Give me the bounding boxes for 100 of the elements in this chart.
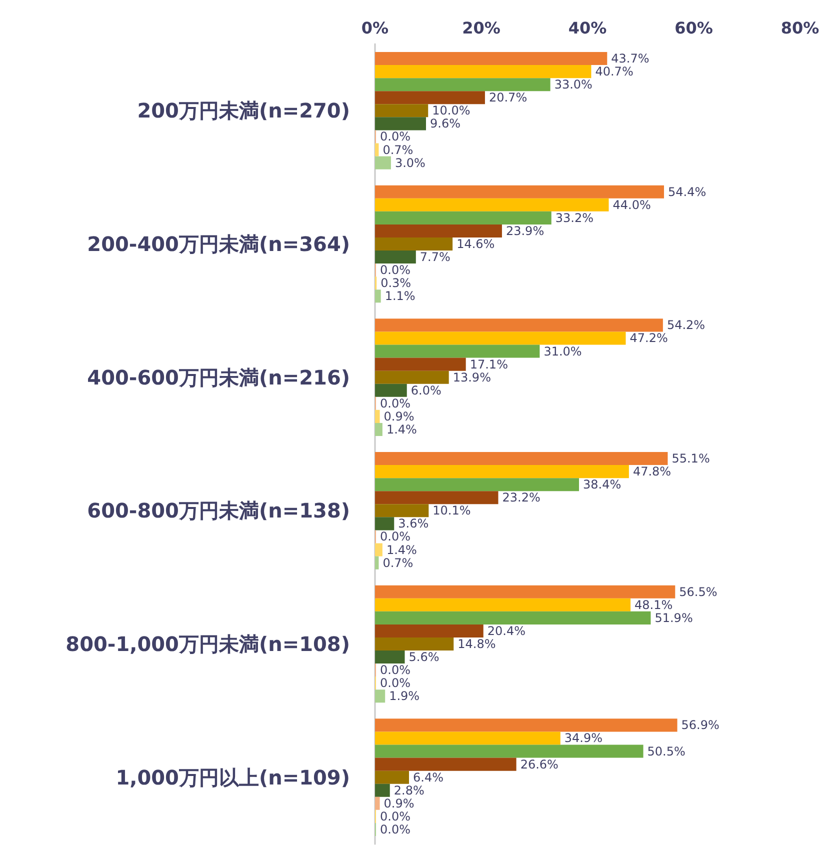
y-tick-label: 600-800万円未満(n=138) bbox=[87, 498, 350, 523]
y-tick-label: 200-400万円未満(n=364) bbox=[87, 232, 350, 256]
bar bbox=[375, 198, 609, 212]
data-label: 17.1% bbox=[470, 357, 508, 372]
data-label: 47.8% bbox=[632, 464, 672, 479]
data-label: 0.0% bbox=[380, 130, 410, 144]
bar bbox=[375, 410, 380, 423]
bar bbox=[375, 156, 391, 170]
data-label: 0.0% bbox=[380, 396, 410, 410]
data-label: 2.8% bbox=[394, 783, 424, 798]
bar bbox=[375, 65, 592, 78]
bar bbox=[375, 185, 664, 198]
bar bbox=[375, 624, 484, 638]
data-label: 0.0% bbox=[380, 676, 410, 690]
bar bbox=[375, 650, 405, 664]
bar bbox=[375, 358, 466, 371]
bar bbox=[375, 237, 453, 251]
data-label: 56.9% bbox=[681, 718, 720, 732]
data-label: 43.7% bbox=[611, 52, 650, 66]
x-tick-label: 80% bbox=[780, 18, 820, 38]
bar bbox=[375, 718, 678, 732]
data-label: 14.8% bbox=[458, 637, 496, 651]
data-label: 0.9% bbox=[384, 409, 414, 424]
data-label: 33.2% bbox=[555, 210, 594, 225]
data-label: 1.9% bbox=[389, 689, 420, 704]
bar bbox=[375, 143, 379, 156]
bar bbox=[375, 91, 485, 104]
data-label: 3.0% bbox=[394, 156, 426, 170]
data-label: 1.1% bbox=[384, 289, 416, 304]
bar bbox=[375, 344, 540, 358]
data-label: 40.7% bbox=[595, 64, 634, 79]
bar bbox=[375, 598, 631, 612]
bar bbox=[375, 117, 426, 130]
data-label: 0.0% bbox=[380, 663, 410, 678]
bar bbox=[375, 250, 416, 264]
y-tick-label: 200万円未満(n=270) bbox=[137, 98, 350, 123]
data-label: 13.9% bbox=[452, 370, 491, 384]
bar bbox=[375, 796, 380, 810]
bar bbox=[375, 318, 663, 332]
data-label: 55.1% bbox=[672, 452, 710, 466]
x-tick-label: 0% bbox=[361, 18, 389, 38]
data-label: 6.4% bbox=[413, 770, 444, 784]
bar bbox=[375, 211, 552, 224]
data-label: 38.4% bbox=[583, 478, 622, 492]
bar bbox=[375, 491, 498, 504]
bar bbox=[375, 690, 386, 703]
data-label: 1.4% bbox=[386, 542, 417, 557]
data-label: 0.0% bbox=[380, 530, 410, 544]
x-tick-label: 60% bbox=[674, 18, 713, 38]
data-label: 51.9% bbox=[654, 610, 693, 625]
data-label: 26.6% bbox=[520, 757, 558, 772]
x-tick-label: 40% bbox=[568, 18, 607, 38]
bar bbox=[375, 52, 608, 66]
data-label: 0.7% bbox=[382, 142, 414, 157]
data-label: 7.7% bbox=[420, 250, 450, 264]
bar bbox=[375, 744, 644, 758]
data-label: 50.5% bbox=[647, 744, 686, 758]
x-tick-label: 20% bbox=[462, 18, 500, 38]
bar bbox=[375, 422, 382, 436]
bar bbox=[375, 504, 429, 518]
bar bbox=[375, 732, 560, 745]
data-label: 33.0% bbox=[554, 78, 592, 92]
data-label: 10.1% bbox=[432, 504, 471, 518]
bar bbox=[375, 224, 502, 238]
bar bbox=[375, 452, 668, 466]
data-label: 23.9% bbox=[506, 224, 544, 238]
data-label: 23.2% bbox=[502, 490, 540, 505]
data-label: 3.6% bbox=[398, 516, 429, 531]
y-tick-label: 400-600万円未満(n=216) bbox=[87, 365, 350, 390]
bar bbox=[375, 543, 382, 556]
data-label: 56.5% bbox=[679, 584, 718, 599]
bar bbox=[375, 784, 390, 797]
bar bbox=[375, 465, 629, 478]
data-label: 10.0% bbox=[432, 104, 470, 118]
bar bbox=[375, 517, 394, 530]
data-label: 20.4% bbox=[487, 624, 526, 638]
bar bbox=[375, 611, 651, 624]
data-label: 6.0% bbox=[410, 383, 442, 398]
data-label: 34.9% bbox=[564, 731, 603, 746]
data-label: 44.0% bbox=[612, 198, 651, 212]
bar bbox=[375, 637, 454, 651]
data-label: 0.0% bbox=[380, 263, 410, 278]
bar bbox=[375, 384, 407, 397]
data-label: 1.4% bbox=[386, 422, 417, 436]
data-label: 5.6% bbox=[408, 650, 440, 664]
bar bbox=[375, 78, 550, 92]
bar bbox=[375, 556, 379, 570]
data-label: 48.1% bbox=[634, 598, 673, 612]
data-label: 31.0% bbox=[544, 344, 582, 358]
data-label: 14.6% bbox=[456, 237, 495, 251]
bar bbox=[375, 104, 428, 118]
y-tick-label: 800-1,000万円未満(n=108) bbox=[66, 632, 350, 656]
y-tick-label: 1,000万円以上(n=109) bbox=[116, 765, 350, 790]
data-label: 20.7% bbox=[488, 90, 528, 105]
data-label: 9.6% bbox=[430, 116, 460, 131]
data-label: 0.0% bbox=[380, 822, 410, 836]
bar bbox=[375, 770, 409, 784]
data-label: 47.2% bbox=[630, 331, 668, 346]
bar bbox=[375, 332, 626, 345]
data-label: 0.7% bbox=[382, 556, 414, 570]
